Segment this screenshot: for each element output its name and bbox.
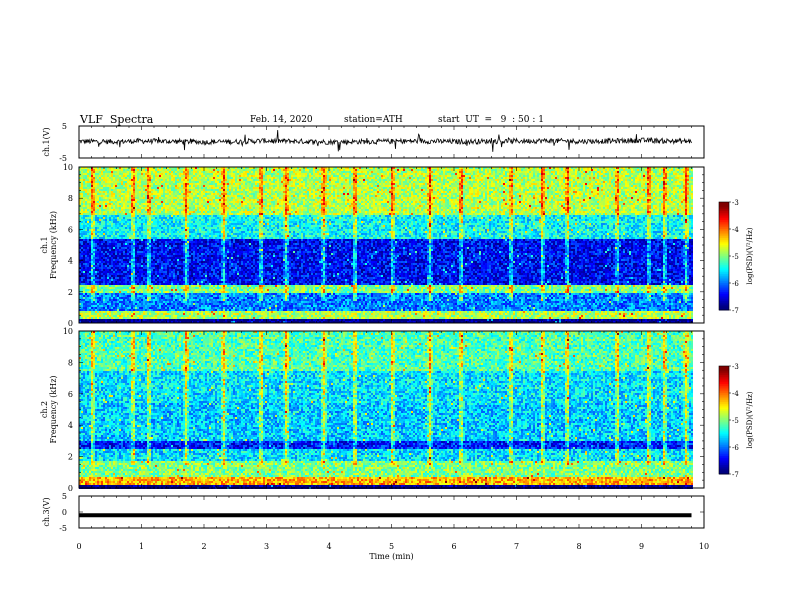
colorbar-tick-label: -4	[732, 390, 739, 398]
spectrogram-image-2	[79, 331, 693, 489]
y-tick-label: 6	[68, 225, 73, 234]
y-axis-label-frequency: Frequency (kHz)	[49, 375, 58, 443]
colorbar-tick-label: -7	[732, 307, 739, 315]
x-tick-label: 4	[326, 542, 331, 551]
x-tick-label: 2	[201, 542, 206, 551]
colorbar-tick-label: -3	[732, 363, 739, 371]
colorbar-tick-label: -7	[732, 471, 739, 479]
ch1-waveform-trace	[79, 130, 692, 152]
y-axis-label-channel: ch.1	[40, 236, 49, 253]
x-tick-label: 8	[576, 542, 581, 551]
x-tick-label: 9	[639, 542, 644, 551]
y-tick-label: 8	[68, 358, 73, 367]
y-tick-label: 10	[63, 163, 73, 172]
x-tick-label: 1	[139, 542, 144, 551]
colorbar-2	[719, 366, 729, 475]
x-tick-label: 10	[699, 542, 709, 551]
colorbar-1	[719, 202, 729, 311]
colorbar-tick-label: -5	[732, 253, 739, 261]
x-tick-label: 5	[389, 542, 394, 551]
colorbar-tick-label: -3	[732, 199, 739, 207]
y-tick-label: 8	[68, 194, 73, 203]
y-tick-label: 2	[68, 288, 73, 297]
y-axis-label-frequency: Frequency (kHz)	[49, 211, 58, 279]
colorbar-tick-label: -6	[732, 444, 739, 452]
y-tick-label: 10	[63, 327, 73, 336]
colorbar-tick-label: -4	[732, 226, 739, 234]
x-tick-label: 6	[451, 542, 456, 551]
x-tick-label: 3	[264, 542, 269, 551]
colorbar-label: log(PSD)(V²/Hz)	[746, 391, 754, 448]
spectrogram-image-1	[79, 167, 693, 323]
y-tick-label: 0	[68, 484, 73, 493]
colorbar-label: log(PSD)(V²/Hz)	[746, 227, 754, 284]
panel-frame-3	[79, 496, 704, 528]
y-tick-label: 2	[68, 453, 73, 462]
x-tick-label: 0	[76, 542, 81, 551]
y-tick-label: 4	[68, 257, 73, 266]
y-tick-label: -5	[59, 154, 67, 163]
y-axis-label: ch.1(V)	[42, 127, 51, 156]
y-axis-label-channel: ch.2	[40, 401, 49, 418]
colorbar-tick-label: -5	[732, 417, 739, 425]
y-tick-label: -5	[59, 524, 67, 533]
y-tick-label: 6	[68, 390, 73, 399]
x-axis-label: Time (min)	[369, 552, 413, 561]
x-tick-label: 7	[514, 542, 519, 551]
y-axis-label: ch.3(V)	[42, 497, 51, 526]
y-tick-label: 5	[62, 122, 67, 131]
y-tick-label: 0	[62, 508, 67, 517]
colorbar-tick-label: -6	[732, 280, 739, 288]
y-tick-label: 4	[68, 421, 73, 430]
y-tick-label: 5	[62, 492, 67, 501]
